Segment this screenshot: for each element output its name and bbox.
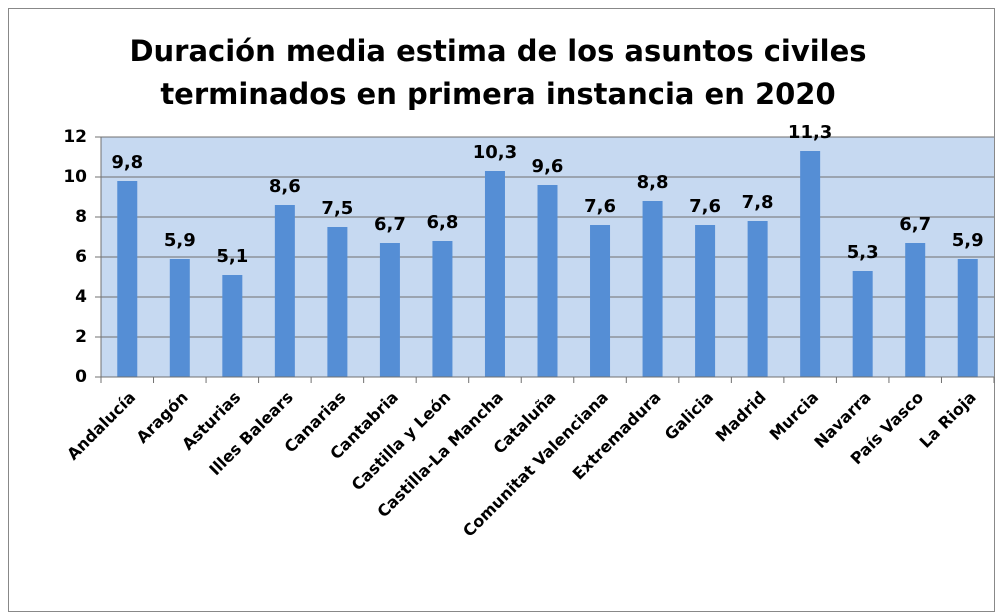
data-label: 7,6 — [689, 196, 721, 217]
bar — [642, 201, 663, 377]
y-tick-label: 8 — [75, 207, 87, 227]
bar — [852, 271, 873, 377]
data-label: 7,8 — [742, 192, 774, 213]
bar — [590, 225, 611, 377]
bar — [432, 241, 453, 377]
bar — [905, 243, 926, 377]
bar — [800, 151, 821, 377]
chart-title: Duración media estima de los asuntos civ… — [129, 34, 866, 68]
data-label: 7,5 — [321, 198, 353, 219]
data-label: 10,3 — [473, 142, 517, 163]
bar — [327, 227, 348, 377]
data-label: 5,9 — [164, 230, 196, 251]
bar — [169, 259, 190, 377]
y-tick-label: 0 — [75, 367, 87, 387]
bar — [695, 225, 716, 377]
data-label: 5,9 — [952, 230, 984, 251]
data-label: 5,1 — [216, 246, 248, 267]
data-label: 9,6 — [532, 156, 564, 177]
data-label: 7,6 — [584, 196, 616, 217]
bar — [484, 171, 505, 377]
bar — [274, 205, 295, 377]
y-tick-label: 6 — [75, 247, 87, 267]
y-tick-label: 12 — [63, 127, 87, 147]
bar — [379, 243, 400, 377]
bar — [117, 181, 138, 377]
data-label: 6,8 — [426, 212, 458, 233]
bar — [747, 221, 768, 377]
bar — [957, 259, 978, 377]
data-label: 6,7 — [374, 214, 406, 235]
data-label: 8,6 — [269, 176, 301, 197]
y-tick-label: 2 — [75, 327, 87, 347]
data-label: 5,3 — [847, 242, 879, 263]
bar — [537, 185, 558, 377]
y-tick-label: 4 — [75, 287, 87, 307]
data-label: 9,8 — [111, 152, 143, 173]
data-label: 11,3 — [788, 122, 832, 143]
y-tick-label: 10 — [63, 167, 87, 187]
data-label: 8,8 — [637, 172, 669, 193]
data-label: 6,7 — [899, 214, 931, 235]
bar — [222, 275, 243, 377]
chart-title: terminados en primera instancia en 2020 — [160, 77, 835, 111]
